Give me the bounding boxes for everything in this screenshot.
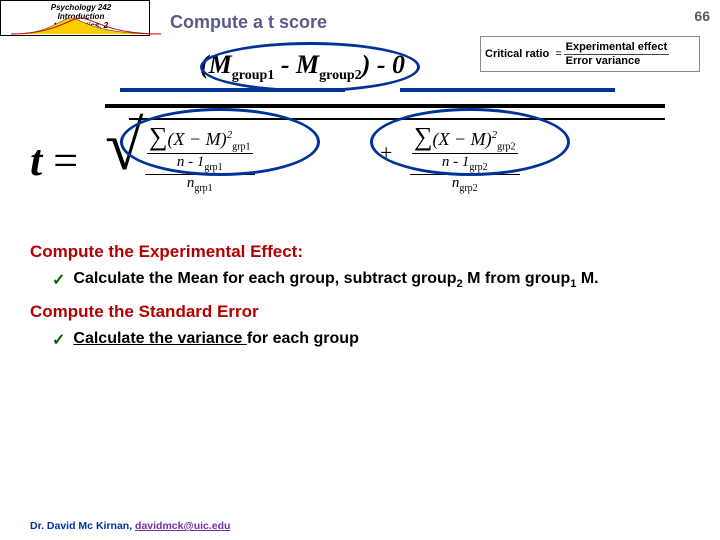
- fraction-bar: [105, 104, 665, 108]
- bullet-calculate-mean: ✓ Calculate the Mean for each group, sub…: [52, 270, 690, 290]
- t-symbol: t: [30, 136, 42, 185]
- logo-line1: Psychology 242: [51, 3, 111, 12]
- bell-curve-icon: [11, 17, 161, 35]
- page-number: 66: [694, 8, 710, 24]
- annotation-underline-right: [400, 88, 615, 92]
- heading-experimental-effect: Compute the Experimental Effect:: [30, 242, 690, 262]
- annotation-ellipse-term2: [370, 108, 570, 176]
- equals-symbol: =: [53, 136, 78, 185]
- annotation-ellipse-term1: [120, 108, 320, 176]
- bullet-text-1: Calculate the Mean for each group, subtr…: [73, 270, 598, 290]
- course-logo-box: Psychology 242 Introduction to Statistic…: [0, 0, 150, 36]
- author-email[interactable]: davidmck@uic.edu: [135, 520, 230, 532]
- bullet-calculate-variance: ✓ Calculate the variance for each group: [52, 330, 690, 350]
- slide-footer: Dr. David Mc Kirnan, davidmck@uic.edu: [30, 520, 230, 532]
- t-equals: t =: [30, 135, 78, 186]
- bullet-text-2: Calculate the variance for each group: [73, 330, 358, 350]
- annotation-underline-left: [120, 88, 345, 92]
- slide-title: Compute a t score: [170, 12, 327, 33]
- slide-body: Compute the Experimental Effect: ✓ Calcu…: [30, 230, 690, 358]
- author-name: Dr. David Mc Kirnan,: [30, 520, 135, 532]
- check-icon: ✓: [52, 270, 65, 290]
- check-icon: ✓: [52, 330, 65, 350]
- annotation-ellipse-numerator: [200, 42, 420, 92]
- heading-standard-error: Compute the Standard Error: [30, 302, 690, 322]
